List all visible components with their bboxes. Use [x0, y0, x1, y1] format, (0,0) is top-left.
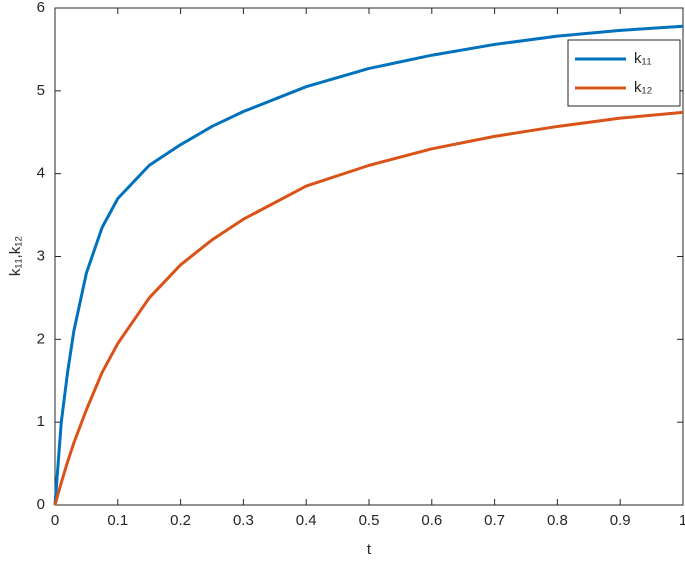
- x-tick-label: 0.6: [421, 512, 442, 529]
- x-tick-label: 0.5: [359, 512, 380, 529]
- x-tick-label: 0.1: [107, 512, 128, 529]
- y-tick-label: 3: [37, 247, 45, 264]
- y-axis-label: k₁₁,k₁₂: [7, 236, 24, 276]
- y-tick-label: 2: [37, 330, 45, 347]
- x-tick-label: 0.9: [610, 512, 631, 529]
- x-tick-label: 0.3: [233, 512, 254, 529]
- x-tick-label: 0.2: [170, 512, 191, 529]
- legend-box: [567, 39, 681, 107]
- y-tick-label: 5: [37, 82, 45, 99]
- legend: k₁₁ k₁₂: [567, 39, 681, 107]
- x-tick-label: 0.8: [547, 512, 568, 529]
- x-tick-label: 0: [51, 512, 59, 529]
- y-tick-label: 1: [37, 413, 45, 430]
- legend-label: k₁₁: [634, 50, 652, 67]
- y-tick-label: 0: [37, 496, 45, 513]
- y-tick-label: 6: [37, 0, 45, 16]
- y-tick-label: 4: [37, 165, 45, 182]
- legend-label: k₁₂: [634, 79, 653, 96]
- line: [53, 24, 684, 506]
- x-tick-label: 1: [679, 512, 685, 529]
- x-tick-label: 0.4: [296, 512, 317, 529]
- x-axis-label: t: [367, 541, 372, 558]
- line: [53, 110, 684, 506]
- x-tick-label: 0.7: [484, 512, 505, 529]
